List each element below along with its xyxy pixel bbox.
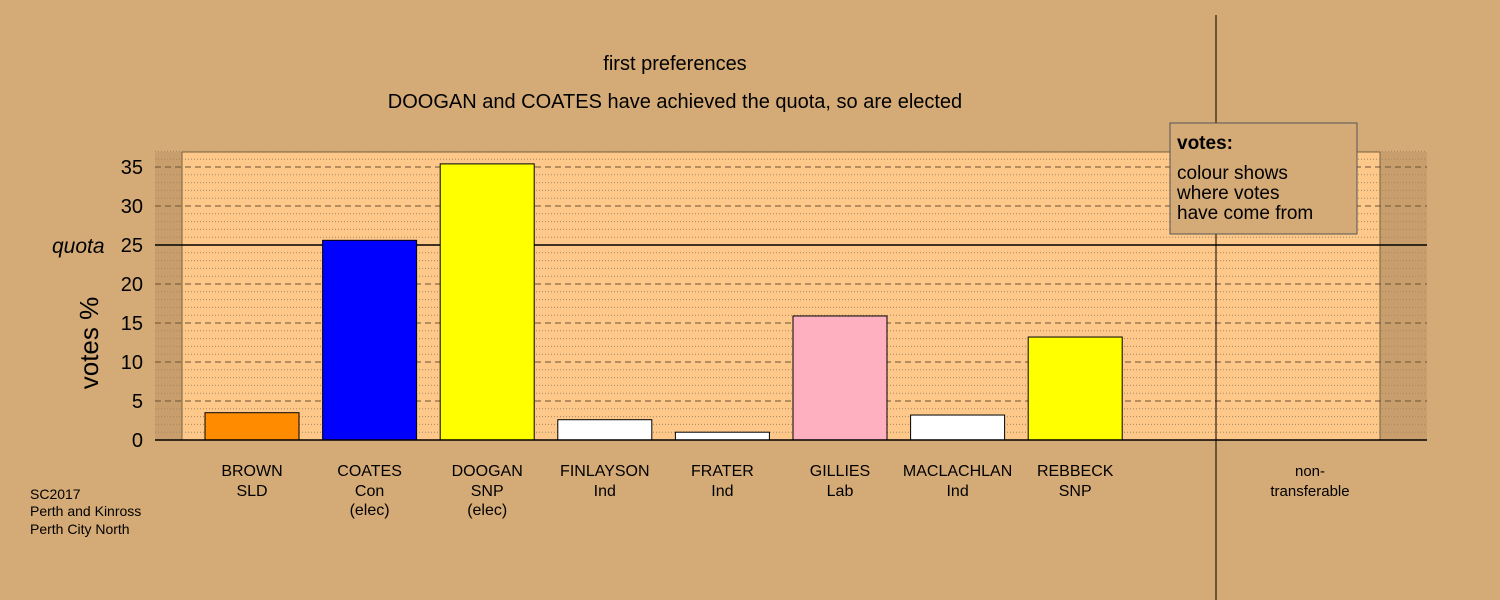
footer-caption: SC2017 Perth and Kinross Perth City Nort… [30,486,141,537]
x-label-name: FRATER [691,463,754,480]
bar-brown [204,412,300,441]
chart-title: first preferences [603,53,746,75]
x-label-name: DOOGAN [452,463,523,480]
footer-line-2: Perth and Kinross [30,503,141,519]
legend-line-1: colour shows [1177,163,1288,184]
x-label-note: (elec) [467,502,507,519]
x-label-name: MACLACHLAN [903,463,1012,480]
bar-rebbeck [1027,336,1123,441]
y-tick-label: 5 [132,391,143,413]
x-label-party: Ind [711,483,733,500]
quota-label: quota [52,235,105,258]
x-label-name: BROWN [221,463,282,480]
x-label-party: SLD [236,483,267,500]
x-label-party: Ind [946,483,968,500]
y-tick-label: 30 [121,196,143,218]
x-label-party: SNP [1059,483,1092,500]
y-axis-label: votes % [74,297,104,390]
x-label-name: COATES [337,463,402,480]
y-tick-label: 15 [121,313,143,335]
legend-line-3: have come from [1177,203,1313,224]
non-transferable-label-1: non- [1295,463,1325,480]
x-label-party: Ind [594,483,616,500]
bar-frater [674,431,770,441]
y-tick-label: 10 [121,352,143,374]
bar-coates [322,239,418,441]
legend-frame [1169,122,1358,235]
legend: votes: colour shows where votes have com… [1169,122,1358,235]
x-label-party: Con [355,483,384,500]
non-transferable-label-2: transferable [1270,483,1349,500]
legend-title: votes: [1177,133,1233,154]
bar-maclachlan [910,414,1006,441]
footer-line-3: Perth City North [30,521,130,537]
y-tick-label: 35 [121,157,143,179]
x-label-name: GILLIES [810,463,870,480]
bar-finlayson [557,419,653,441]
x-label-party: SNP [471,483,504,500]
x-label-name: FINLAYSON [560,463,650,480]
chart-subtitle: DOOGAN and COATES have achieved the quot… [388,91,962,113]
x-label-note: (elec) [350,502,390,519]
x-label-party: Lab [827,483,854,500]
y-tick-label: 0 [132,430,143,452]
bar-gillies [792,315,888,441]
bar-doogan [439,163,535,441]
legend-line-2: where votes [1176,183,1279,204]
x-label-name: REBBECK [1037,463,1114,480]
y-tick-label: 20 [121,274,143,296]
y-tick-label: 25 [121,235,143,257]
footer-line-1: SC2017 [30,486,81,502]
